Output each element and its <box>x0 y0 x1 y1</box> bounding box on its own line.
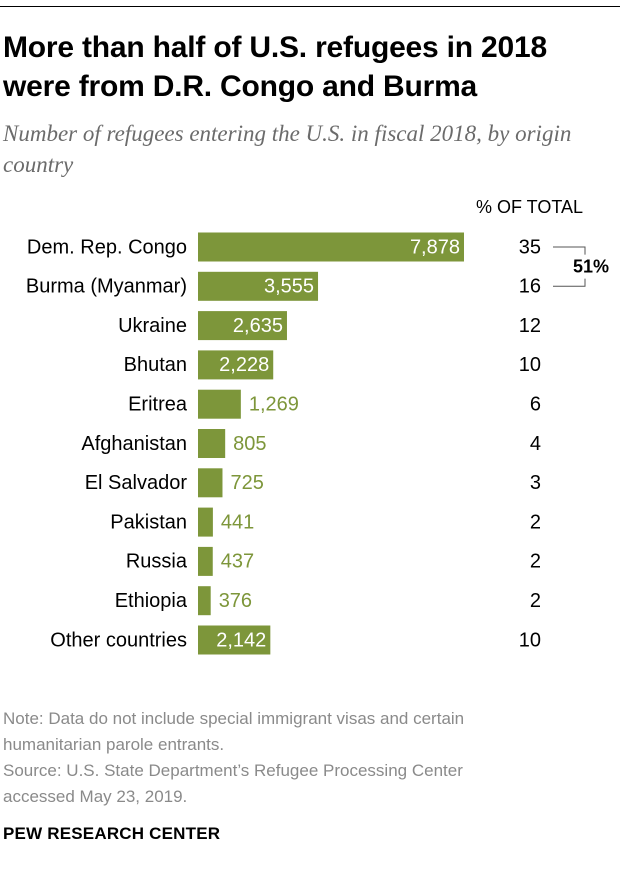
note-line: Note: Data do not include special immigr… <box>3 709 465 728</box>
bar <box>198 586 211 616</box>
pct-value: 6 <box>530 393 541 415</box>
bar <box>198 232 464 262</box>
chart-title: More than half of U.S. refugees in 2018 … <box>3 31 547 103</box>
pct-value: 3 <box>530 472 541 494</box>
bar-value-label: 805 <box>233 433 266 455</box>
bar <box>198 468 223 498</box>
bar <box>198 311 287 341</box>
source-line: accessed May 23, 2019. <box>3 787 188 806</box>
category-label: Eritrea <box>128 393 188 415</box>
bar <box>198 546 213 576</box>
category-label: Pakistan <box>110 511 187 533</box>
bar <box>198 429 226 458</box>
bar-chart: % OF TOTAL Dem. Rep. Congo 7,878 35 Burma (M… <box>26 197 615 655</box>
pct-value: 2 <box>530 551 541 573</box>
category-label: Bhutan <box>124 354 187 376</box>
top-rule <box>0 6 620 7</box>
pct-value: 4 <box>530 433 541 455</box>
bar-value-label: 437 <box>221 551 254 573</box>
category-label: El Salvador <box>85 472 188 494</box>
chart-note: Note: Data do not include special immigr… <box>3 706 615 810</box>
bar-value-label: 2,228 <box>219 354 269 376</box>
bar-value-label: 1,269 <box>249 393 299 415</box>
bar-value-label: 7,878 <box>410 236 460 258</box>
category-label: Afghanistan <box>81 433 187 455</box>
bar-value-label: 2,142 <box>216 629 266 651</box>
bar-value-label: 3,555 <box>264 276 314 298</box>
bar-value-label: 376 <box>219 590 252 612</box>
pct-value: 10 <box>519 629 541 651</box>
category-label: Burma (Myanmar) <box>26 276 187 298</box>
source-line: Source: U.S. State Department’s Refugee … <box>3 761 463 780</box>
bar-value-label: 441 <box>221 511 254 533</box>
note-line: humanitarian parole entrants. <box>3 735 225 754</box>
bar-value-label: 725 <box>230 472 263 494</box>
bar <box>198 507 213 537</box>
bar-value-label: 2,635 <box>233 315 283 337</box>
category-label: Dem. Rep. Congo <box>27 236 187 258</box>
pct-value: 12 <box>519 315 541 337</box>
pct-value: 2 <box>530 590 541 612</box>
pct-value: 2 <box>530 511 541 533</box>
bracket-label-bg <box>569 254 615 279</box>
bar <box>198 625 271 655</box>
pct-value: 35 <box>519 236 541 258</box>
pct-value: 16 <box>519 276 541 298</box>
bracket-total-label: 51% <box>573 256 609 276</box>
category-label: Russia <box>126 551 188 573</box>
bar <box>198 350 274 380</box>
bar <box>198 271 319 301</box>
category-label: Other countries <box>50 629 187 651</box>
pct-header: % OF TOTAL <box>476 197 583 217</box>
chart-subtitle: Number of refugees entering the U.S. in … <box>3 121 572 177</box>
pct-value: 10 <box>519 354 541 376</box>
bar <box>198 389 241 419</box>
category-label: Ethiopia <box>115 590 188 612</box>
brand-footer: PEW RESEARCH CENTER <box>3 824 221 843</box>
category-label: Ukraine <box>118 315 187 337</box>
